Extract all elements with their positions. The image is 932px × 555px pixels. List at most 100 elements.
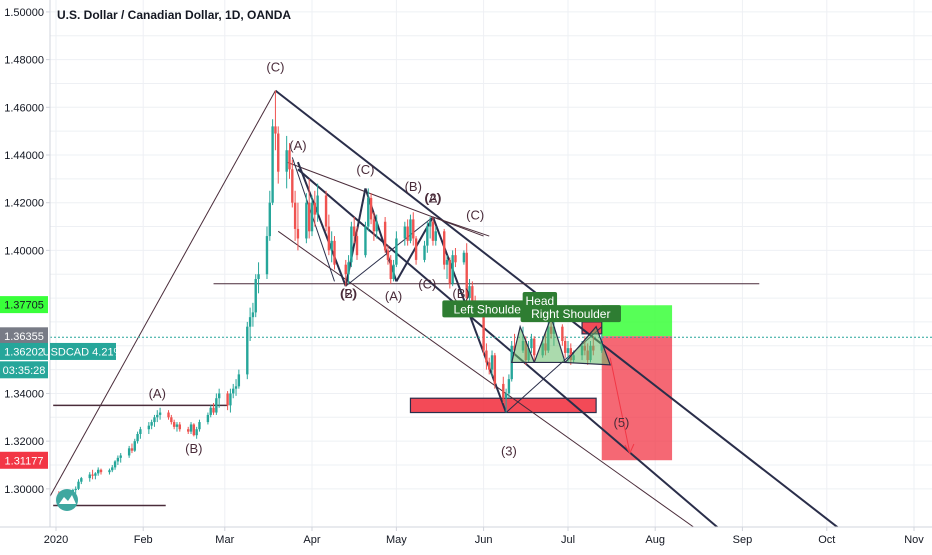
- candle-body: [291, 169, 294, 203]
- price-tick-label: 1.48000: [4, 55, 44, 67]
- candle-body: [133, 441, 136, 451]
- candle-body: [372, 219, 376, 232]
- candle-body: [448, 259, 452, 284]
- trend-line: [286, 161, 484, 237]
- candle-body: [347, 262, 350, 275]
- pattern-label-badge: [520, 305, 621, 323]
- candle-body: [375, 221, 378, 232]
- candle-body: [403, 226, 407, 239]
- wave-label: (A): [149, 386, 166, 401]
- tag-136355: [0, 327, 48, 345]
- candle-body: [254, 279, 257, 313]
- wave-label: (B): [405, 179, 422, 194]
- candle-body: [116, 457, 120, 462]
- candle-body: [94, 473, 97, 476]
- candle-body: [246, 326, 249, 375]
- time-tick-label: Feb: [134, 534, 153, 546]
- price-tick-label: 1.42000: [4, 198, 44, 210]
- candle-body: [265, 236, 269, 275]
- candle-body: [139, 429, 142, 434]
- candle-body: [88, 474, 91, 479]
- tag-symbol-label: USDCAD 4.21%: [43, 346, 124, 358]
- candle-body: [234, 386, 238, 389]
- wave-label: (B): [340, 286, 357, 301]
- candle-body: [355, 236, 359, 256]
- candle-body: [209, 407, 212, 415]
- time-axis-background: [0, 527, 932, 550]
- candle-body: [443, 231, 446, 265]
- price-axis[interactable]: 1.50000 1.48000 1.46000 1.44000 1.42000 1.400…: [0, 0, 51, 527]
- candle-body: [108, 470, 111, 473]
- candle-body: [493, 355, 497, 384]
- candle-body: [468, 286, 471, 299]
- candle-body: [383, 221, 387, 251]
- candle-body: [192, 424, 196, 436]
- candle-body: [195, 429, 198, 436]
- price-axis-background: [0, 0, 50, 527]
- candle-body: [215, 398, 218, 413]
- candle-body: [170, 417, 173, 423]
- candle-body: [504, 393, 508, 399]
- pattern-label: Left Shoulder: [454, 302, 525, 316]
- grid-lines: [50, 0, 932, 527]
- candle-body: [330, 240, 333, 251]
- wave-label: (C): [356, 162, 374, 177]
- candle-body: [99, 469, 103, 473]
- trend-line: [291, 157, 335, 282]
- candle-body: [178, 424, 181, 430]
- price-tick-label: 1.32000: [4, 436, 44, 448]
- candle-body: [333, 240, 336, 265]
- candle-body: [172, 422, 176, 427]
- candle-body: [386, 250, 390, 260]
- candle-body: [175, 424, 179, 427]
- pattern-triangle: [510, 324, 536, 364]
- candle-body: [316, 195, 319, 215]
- candles: [57, 90, 603, 501]
- tag-136355-label: 1.36355: [4, 331, 44, 343]
- candle-body: [111, 467, 114, 471]
- candle-body: [395, 238, 398, 265]
- candle-body: [91, 474, 94, 476]
- candle-body: [426, 226, 429, 246]
- candle-body: [344, 264, 347, 275]
- wave-labels: (C)(A)(C)(B)(2)(A)(C)(B)(2) (A)(C)(B)(A)(…: [149, 60, 630, 459]
- candle-body: [119, 455, 122, 458]
- time-axis[interactable]: 2020 Feb Mar Apr May Jun Jul Aug Sep Oct Nov: [0, 526, 932, 550]
- candle-body: [414, 238, 418, 260]
- candle-body: [327, 226, 331, 251]
- price-tick-label: 1.30000: [4, 484, 44, 496]
- pattern-label: Right Shoulder: [531, 307, 610, 321]
- candle-body: [465, 252, 468, 299]
- time-tick-label: Sep: [733, 534, 753, 546]
- candle-body: [226, 393, 229, 406]
- candle-body: [434, 231, 437, 241]
- candle-body: [212, 407, 215, 413]
- candle-body: [451, 255, 454, 284]
- tag-countdown-label: 03:35:28: [3, 365, 46, 377]
- head-and-shoulders-pattern: [510, 315, 612, 366]
- candle-body: [307, 202, 311, 232]
- candle-body: [352, 226, 356, 237]
- time-tick-label: Jul: [561, 534, 575, 546]
- time-tick-label: Nov: [904, 534, 924, 546]
- pattern-triangle: [533, 315, 566, 364]
- candle-body: [392, 264, 395, 279]
- trend-line: [345, 216, 434, 287]
- candle-body: [113, 461, 117, 468]
- candle-body: [431, 221, 435, 241]
- candle-body: [150, 422, 153, 426]
- candle-body: [406, 226, 409, 241]
- candle-body: [369, 197, 373, 220]
- candle-body: [409, 219, 412, 241]
- trend-line: [47, 90, 276, 502]
- candle-body: [364, 226, 367, 256]
- candle-body: [127, 448, 131, 456]
- pattern-label: Head: [526, 294, 555, 308]
- candle-body: [313, 202, 317, 215]
- tradingview-logo-icon[interactable]: [56, 489, 78, 511]
- candle-body: [229, 393, 232, 406]
- candle-body: [296, 228, 300, 239]
- wave-label: (A): [385, 288, 402, 303]
